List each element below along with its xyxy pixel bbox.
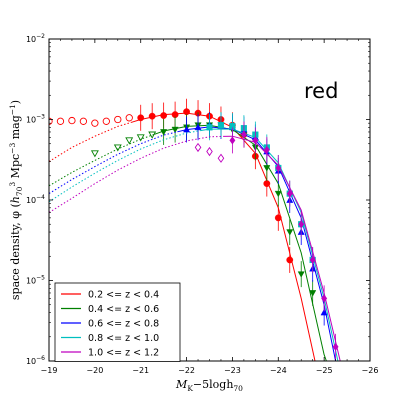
data-point: [217, 122, 225, 129]
series-layer: [49, 98, 341, 361]
x-tick-label: −23: [224, 366, 241, 375]
legend: 0.2 <= z < 0.4 0.4 <= z < 0.6 0.6 <= z < 0…: [54, 282, 181, 362]
x-tick-label: −22: [178, 366, 195, 375]
x-tick-label: −26: [362, 366, 379, 375]
x-tick-label: −24: [270, 366, 287, 375]
legend-box: [54, 282, 181, 362]
x-tick-label: −19: [41, 366, 58, 375]
data-point-open: [102, 117, 110, 125]
data-point: [286, 256, 294, 264]
data-point: [321, 294, 328, 303]
data-point-open: [56, 117, 65, 125]
data-point: [274, 214, 282, 222]
x-tick-label: −20: [86, 366, 103, 375]
data-point: [160, 112, 168, 119]
fit-curve-extrapolated: [49, 135, 224, 213]
y-tick-label: 10−3: [26, 114, 45, 125]
data-point: [286, 229, 294, 236]
data-point: [148, 112, 156, 120]
legend-label: 0.6 <= z < 0.8: [88, 319, 159, 330]
data-point: [274, 190, 282, 198]
data-point-open: [79, 117, 88, 125]
legend-label: 0.4 <= z < 0.6: [88, 304, 159, 315]
y-tick-label: 10−5: [26, 275, 45, 286]
data-point: [194, 123, 202, 131]
data-point: [240, 130, 247, 139]
fit-curve-extrapolated: [49, 133, 155, 187]
data-point-open: [136, 134, 145, 142]
y-tick-label: 10−6: [26, 355, 45, 366]
legend-label: 0.2 <= z < 0.4: [88, 290, 159, 301]
annotation-text: red: [304, 79, 338, 103]
data-point: [286, 189, 293, 198]
data-point-open: [114, 115, 122, 124]
y-tick-label: 10−2: [26, 33, 45, 44]
x-tick-label: −21: [132, 366, 149, 375]
data-point: [183, 125, 191, 133]
data-point-open: [91, 119, 99, 127]
data-point: [160, 129, 168, 136]
data-point-open: [217, 153, 225, 163]
data-point: [263, 165, 271, 172]
data-point: [332, 342, 339, 352]
data-point-open: [49, 117, 53, 125]
data-point-open: [148, 131, 157, 139]
ticks-layer: −19 −20 −21 −22 −23 −24 −25 −26 10−6 10−5 10−4 10−3…: [26, 33, 378, 375]
series-group: [49, 121, 341, 361]
data-point: [171, 126, 179, 134]
x-tick-label: −25: [316, 366, 333, 375]
fit-curve-extrapolated: [49, 130, 201, 203]
data-point: [137, 114, 145, 122]
legend-label: 0.8 <= z < 1.0: [88, 333, 159, 344]
data-point: [263, 145, 270, 155]
y-axis-label: space density, φ (h703 Mpc−3 mag−1): [8, 100, 24, 300]
data-point: [183, 108, 190, 116]
data-point: [320, 308, 328, 316]
data-point-open: [125, 137, 134, 145]
y-tick-label: 10−4: [26, 194, 45, 205]
legend-label: 1.0 <= z < 1.2: [88, 348, 159, 359]
data-point: [297, 271, 305, 278]
data-point: [298, 220, 305, 229]
data-point: [275, 163, 282, 173]
data-point-open: [68, 116, 76, 125]
data-point: [229, 136, 236, 145]
data-point-open: [113, 144, 122, 152]
fit-curve-extrapolated: [49, 121, 132, 163]
data-point: [309, 290, 317, 297]
data-point-open: [206, 146, 213, 157]
x-axis-label-text: MK−5logh70: [175, 378, 243, 393]
data-point: [309, 255, 316, 265]
data-point-open: [125, 114, 133, 122]
data-point: [206, 124, 213, 131]
x-axis-label: MK−5logh70: [175, 378, 243, 393]
y-axis-label-text: space density, φ (h703 Mpc−3 mag−1): [8, 100, 24, 300]
data-point-open: [90, 150, 99, 158]
data-point: [252, 136, 259, 145]
data-point-open: [194, 142, 202, 153]
data-point: [263, 180, 271, 187]
